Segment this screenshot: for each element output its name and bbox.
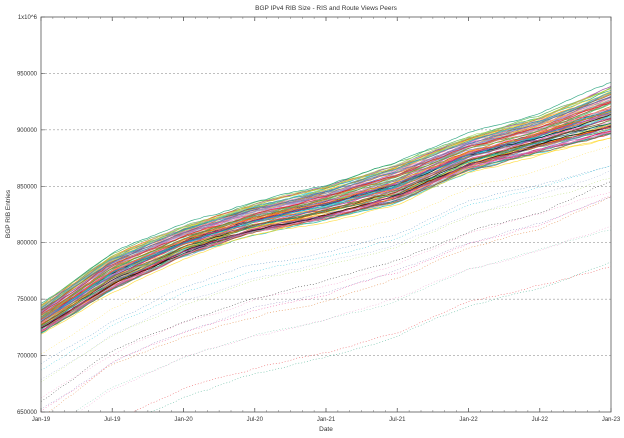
peer-series-line <box>40 86 612 306</box>
peer-series-line <box>40 165 612 364</box>
y-axis-label: BGP RIB Entries <box>5 189 12 238</box>
peer-series-line <box>40 132 612 333</box>
peer-series-line <box>40 112 612 320</box>
x-axis-label: Date <box>319 426 333 433</box>
y-tick-label: 900000 <box>17 128 38 134</box>
peer-series-line <box>40 82 612 304</box>
peer-series-line <box>40 101 612 314</box>
peer-series-line <box>40 133 612 334</box>
peer-series-line <box>40 117 612 326</box>
peer-series-line <box>40 92 612 309</box>
peer-series-line <box>40 126 612 329</box>
peer-series-line <box>40 137 612 335</box>
peer-series-line <box>40 181 612 402</box>
peer-series-line <box>40 95 612 313</box>
peer-series-line <box>40 196 612 410</box>
y-tick-label: 850000 <box>17 184 38 190</box>
x-tick-label: Jan-22 <box>459 417 478 423</box>
y-tick-label: 700000 <box>17 354 38 360</box>
peer-series-line <box>40 100 612 316</box>
y-tick-label: 950000 <box>17 71 38 77</box>
peer-series-line <box>134 266 612 412</box>
peer-series-line <box>40 137 612 334</box>
chart-title: BGP IPv4 RIB Size - RIS and Route Views … <box>255 5 397 12</box>
peer-series-line <box>40 88 612 307</box>
x-tick-label: Jul-20 <box>247 417 264 423</box>
x-tick-label: Jan-19 <box>32 417 51 423</box>
peer-series-line <box>40 123 612 327</box>
peer-series-line <box>40 129 612 331</box>
x-tick-label: Jul-19 <box>104 417 121 423</box>
peer-series-line <box>40 131 612 332</box>
median-series-line <box>40 118 612 322</box>
x-tick-label: Jul-21 <box>389 417 406 423</box>
peer-series-line <box>40 195 612 412</box>
x-tick-label: Jan-21 <box>317 417 336 423</box>
x-tick-label: Jan-20 <box>174 417 193 423</box>
peer-series-line <box>40 126 612 328</box>
peer-series-line <box>40 133 612 332</box>
x-tick-label: Jul-22 <box>532 417 549 423</box>
peer-series-line <box>40 110 612 320</box>
peer-series-line <box>40 177 612 383</box>
peer-series-line <box>40 96 612 310</box>
peer-series-line <box>40 119 612 326</box>
peer-series-line <box>40 130 612 332</box>
plot-frame <box>40 16 612 413</box>
y-tick-label: 800000 <box>17 241 38 247</box>
peer-series-line <box>40 132 612 333</box>
peer-series-line <box>81 226 612 411</box>
y-tick-label-top: 1x10^6 <box>18 15 38 21</box>
peer-series-line <box>40 115 612 322</box>
peer-series-line <box>48 196 612 413</box>
peer-series-line <box>40 131 612 332</box>
peer-series-line <box>40 132 612 334</box>
y-tick-label: 750000 <box>17 297 38 303</box>
peer-series-line <box>40 91 612 309</box>
y-tick-label: 650000 <box>17 410 38 416</box>
x-tick-label: Jan-23 <box>602 417 621 423</box>
peer-series-line <box>40 103 612 318</box>
peer-series-line <box>40 130 612 332</box>
peer-series-line <box>40 92 612 309</box>
peer-series-line <box>40 127 612 329</box>
